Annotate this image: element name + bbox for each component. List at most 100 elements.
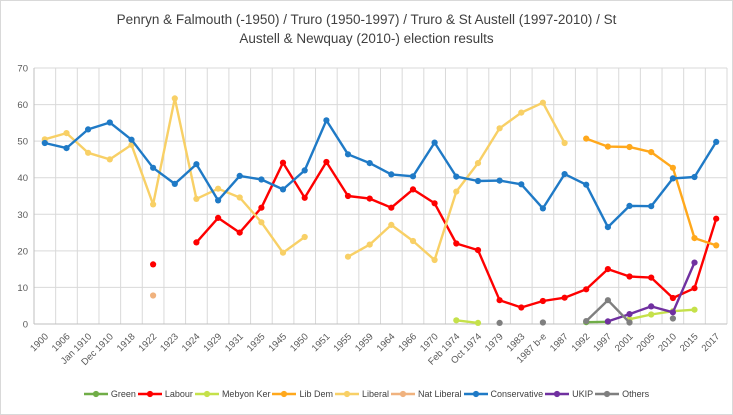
- data-point: [561, 294, 568, 301]
- svg-text:70: 70: [17, 64, 28, 75]
- data-point: [691, 235, 698, 242]
- data-point: [258, 176, 265, 183]
- svg-text:1929: 1929: [201, 331, 224, 354]
- data-point: [431, 139, 438, 146]
- data-point: [388, 171, 395, 178]
- data-point: [626, 273, 633, 280]
- svg-text:2005: 2005: [635, 331, 658, 354]
- data-point: [626, 319, 633, 326]
- series-mebyon-ker: [453, 306, 698, 326]
- chart-title-line1: Penryn & Falmouth (-1950) / Truro (1950-…: [116, 12, 617, 27]
- data-point: [474, 319, 482, 326]
- data-point: [669, 294, 677, 302]
- legend-label: Liberal: [361, 389, 390, 399]
- legend-marker-conservative: [463, 390, 488, 398]
- legend-marker-ukip: [545, 390, 570, 398]
- data-point: [561, 139, 568, 147]
- data-point: [301, 167, 308, 174]
- data-point: [388, 204, 395, 211]
- data-point: [171, 95, 178, 102]
- svg-text:1964: 1964: [375, 331, 398, 354]
- data-point: [323, 117, 330, 124]
- svg-text:1955: 1955: [331, 331, 354, 354]
- legend-marker-labour: [137, 390, 162, 398]
- data-point: [474, 177, 482, 185]
- legend-item-others: Others: [595, 389, 649, 399]
- data-point: [236, 172, 243, 179]
- data-point: [518, 181, 525, 188]
- legend-item-conservative: Conservative: [463, 389, 544, 399]
- data-point: [301, 233, 308, 241]
- svg-text:1918: 1918: [115, 331, 138, 354]
- svg-text:2001: 2001: [613, 331, 636, 354]
- data-point: [474, 160, 482, 167]
- chart-title: Penryn & Falmouth (-1950) / Truro (1950-…: [1, 10, 732, 48]
- legend-label: Lib Dem: [299, 389, 333, 399]
- data-point: [388, 221, 395, 228]
- data-point: [409, 186, 417, 193]
- legend-marker-mebyon-ker: [194, 390, 219, 398]
- svg-text:1922: 1922: [137, 331, 160, 354]
- data-point: [193, 239, 200, 246]
- series-others: [496, 297, 677, 326]
- legend-item-nat-liberal: Nat Liberal: [391, 389, 462, 399]
- data-point: [128, 136, 135, 143]
- legend-item-labour: Labour: [137, 389, 193, 399]
- data-point: [279, 186, 287, 193]
- data-point: [691, 259, 698, 266]
- data-point: [453, 188, 460, 195]
- data-point: [604, 266, 612, 273]
- data-point: [236, 194, 243, 201]
- series-labour: [150, 158, 720, 311]
- data-point: [409, 237, 417, 245]
- data-point: [301, 194, 308, 201]
- legend-item-ukip: UKIP: [545, 389, 593, 399]
- data-point: [691, 285, 698, 292]
- svg-text:1945: 1945: [266, 331, 289, 354]
- svg-text:50: 50: [17, 137, 28, 148]
- svg-text:0: 0: [23, 320, 28, 331]
- data-point: [453, 240, 460, 247]
- data-point: [669, 164, 677, 171]
- data-point: [648, 303, 655, 310]
- data-point: [236, 229, 243, 236]
- svg-text:1950: 1950: [288, 331, 311, 354]
- data-point: [669, 309, 677, 316]
- svg-text:20: 20: [17, 246, 28, 257]
- svg-text:1900: 1900: [28, 331, 51, 354]
- data-point: [626, 202, 633, 209]
- svg-text:1959: 1959: [353, 331, 376, 354]
- data-point: [453, 173, 460, 180]
- data-point: [215, 197, 222, 204]
- data-point: [669, 175, 677, 182]
- svg-text:1924: 1924: [180, 331, 203, 354]
- data-point: [626, 311, 633, 318]
- svg-text:60: 60: [17, 100, 28, 111]
- data-point: [713, 215, 720, 222]
- data-point: [215, 214, 222, 221]
- data-point: [150, 201, 157, 208]
- data-point: [258, 204, 265, 211]
- data-point: [85, 126, 92, 133]
- svg-text:1966: 1966: [396, 331, 419, 354]
- data-point: [604, 297, 612, 304]
- data-point: [366, 241, 373, 248]
- data-point: [669, 315, 677, 322]
- data-point: [583, 181, 590, 188]
- legend-label: Conservative: [490, 389, 544, 399]
- svg-text:1931: 1931: [223, 331, 246, 354]
- data-point: [63, 145, 70, 152]
- series-liberal: [41, 95, 568, 264]
- legend-label: Nat Liberal: [418, 389, 462, 399]
- legend-label: Others: [622, 389, 650, 399]
- series-conservative: [41, 117, 720, 231]
- data-point: [496, 125, 503, 132]
- data-point: [431, 256, 438, 264]
- legend-item-green: Green: [83, 389, 136, 399]
- data-point: [193, 195, 200, 202]
- data-point: [150, 261, 157, 268]
- legend-label: UKIP: [572, 389, 594, 399]
- y-axis-tick-labels: 0 10 20 30 40 50 60 70: [17, 64, 28, 331]
